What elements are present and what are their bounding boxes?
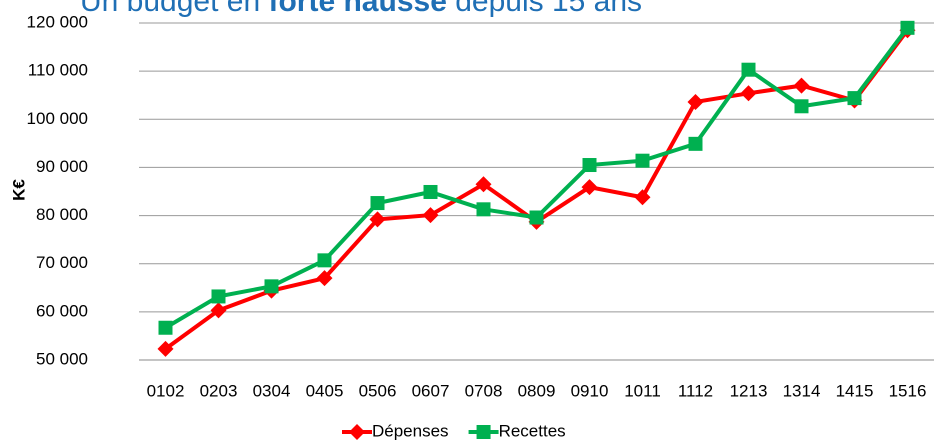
x-tick-label: 0405	[306, 381, 344, 400]
data-point	[477, 202, 491, 216]
data-point	[159, 321, 173, 335]
y-tick-label: 70 000	[36, 253, 88, 272]
y-tick-label: 90 000	[36, 157, 88, 176]
title-part: Un budget en	[80, 0, 268, 18]
x-tick-label: 0102	[147, 381, 185, 400]
x-tick-label: 0809	[518, 381, 556, 400]
data-point	[689, 137, 703, 151]
x-tick-label: 1112	[678, 381, 713, 400]
y-tick-label: 60 000	[36, 301, 88, 320]
data-point	[742, 63, 756, 77]
x-tick-label: 1213	[730, 381, 768, 400]
data-point	[635, 189, 651, 205]
data-point	[371, 196, 385, 210]
y-tick-label: 100 000	[27, 109, 88, 128]
x-tick-label: 0304	[253, 381, 291, 400]
series-line	[166, 30, 908, 349]
legend-label: Dépenses	[372, 421, 449, 440]
y-tick-label: 110 000	[28, 61, 88, 80]
data-point	[848, 91, 862, 105]
title-part: depuis 15 ans	[447, 0, 642, 18]
legend-label: Recettes	[499, 421, 566, 440]
legend-marker	[477, 425, 491, 439]
x-tick-label: 1415	[836, 381, 874, 400]
data-point	[424, 185, 438, 199]
x-tick-label: 0506	[359, 381, 397, 400]
title-part: forte hausse	[268, 0, 446, 18]
data-point	[794, 78, 810, 94]
data-point	[688, 94, 704, 110]
y-tick-label: 80 000	[36, 205, 88, 224]
chart: Un budget en forte hausse depuis 15 ans …	[0, 0, 935, 442]
x-tick-label: 0708	[465, 381, 503, 400]
data-point	[318, 253, 332, 267]
data-point	[795, 99, 809, 113]
y-axis-label: K€	[9, 179, 28, 201]
data-point	[530, 210, 544, 224]
y-tick-label: 120 000	[27, 12, 88, 31]
data-point	[901, 21, 915, 35]
y-tick-label: 50 000	[36, 349, 88, 368]
x-tick-label: 0607	[412, 381, 450, 400]
data-point	[265, 279, 279, 293]
data-point	[741, 85, 757, 101]
data-point	[636, 154, 650, 168]
x-tick-label: 0910	[571, 381, 609, 400]
data-point	[583, 158, 597, 172]
x-tick-label: 1011	[624, 381, 661, 400]
x-tick-label: 1516	[889, 381, 927, 400]
data-point	[212, 289, 226, 303]
chart-title: Un budget en forte hausse depuis 15 ans	[80, 0, 642, 18]
data-point	[423, 207, 439, 223]
x-tick-label: 0203	[200, 381, 238, 400]
x-tick-label: 1314	[783, 381, 821, 400]
legend-marker	[349, 424, 365, 440]
